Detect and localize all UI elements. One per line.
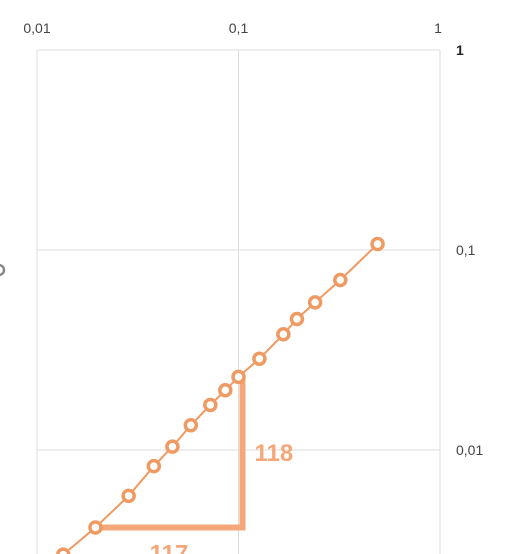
data-point (121, 488, 136, 504)
data-point (183, 417, 199, 433)
data-point (307, 295, 323, 310)
y-axis-ticks: 0,01 0,1 1 (456, 42, 483, 458)
data-point (165, 439, 180, 454)
data-point (56, 547, 71, 554)
data-point (333, 272, 348, 288)
data-point (203, 397, 218, 413)
data-point (276, 327, 291, 342)
x-tick-label: 0,1 (229, 20, 249, 36)
data-point (231, 369, 246, 385)
data-point (289, 311, 305, 327)
y-tick-label: 0,1 (456, 242, 476, 258)
run-label: 117 (150, 540, 189, 554)
slope-triangle: 117 118 (95, 376, 294, 554)
data-series (56, 236, 385, 554)
data-point (370, 236, 385, 252)
x-tick-label: 1 (434, 20, 442, 36)
rise-label: 118 (255, 440, 294, 467)
x-tick-label: 0,01 (23, 20, 50, 36)
y-tick-label: 1 (456, 42, 464, 58)
slope-triangle-legs (95, 376, 246, 531)
x-axis-ticks: 0,01 0,1 1 (23, 20, 442, 36)
data-point (88, 520, 103, 535)
y-tick-label: 0,01 (456, 442, 483, 458)
gridlines (36, 49, 441, 554)
series-line (62, 243, 379, 554)
partial-marker-icon (0, 263, 6, 277)
data-point (218, 382, 233, 398)
data-point (252, 351, 267, 366)
data-point (146, 458, 162, 474)
